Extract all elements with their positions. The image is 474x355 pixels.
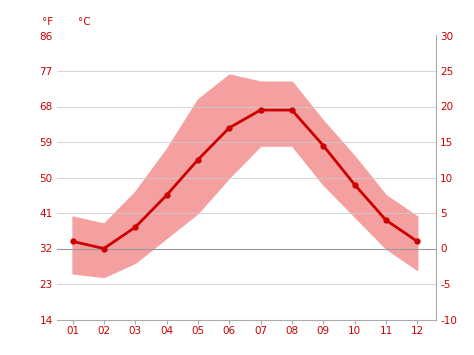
Text: °C: °C xyxy=(78,17,91,27)
Text: °F: °F xyxy=(42,17,53,27)
